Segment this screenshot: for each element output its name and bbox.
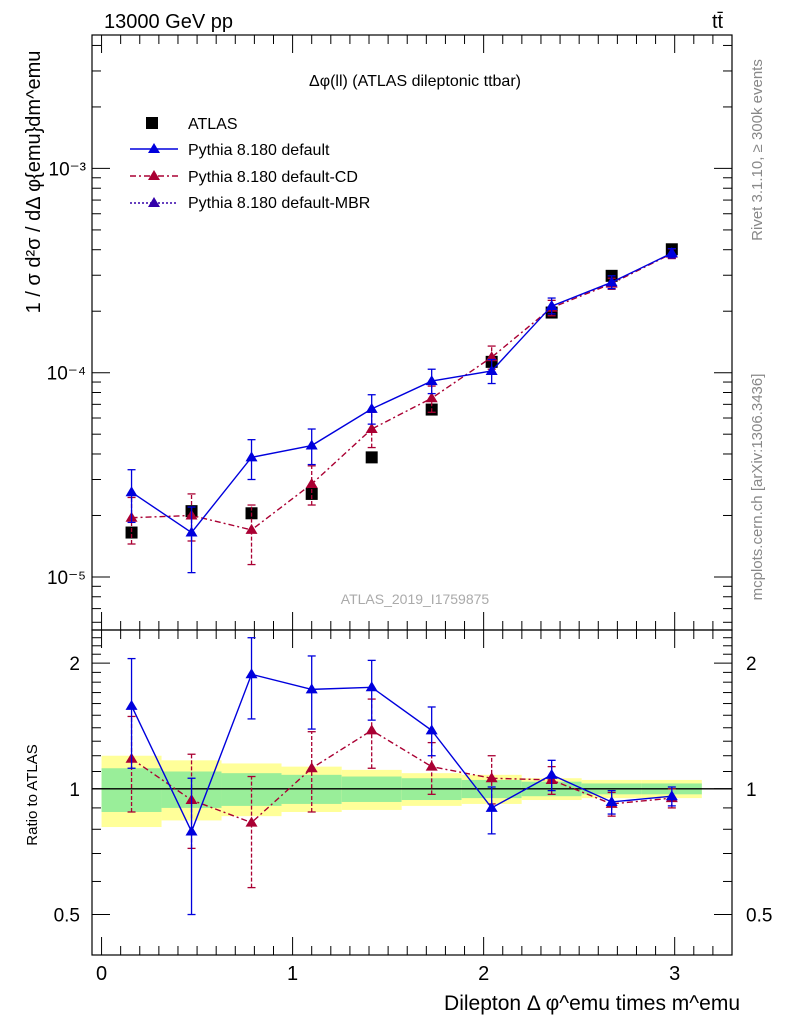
atlas-point (365, 451, 378, 464)
x-tick-label: 2 (478, 963, 489, 985)
ratio-cd-point (425, 760, 438, 771)
legend-marker-mbr (148, 197, 160, 207)
ratio-y-axis-title: Ratio to ATLAS (24, 744, 41, 845)
main-x-axis (101, 35, 714, 630)
ratio-y-tick-label-right: 0.5 (746, 906, 772, 927)
rivet-label: Rivet 3.1.10, ≥ 300k events (749, 59, 766, 241)
cd-point (365, 423, 378, 434)
y-axis-title: 1 / σ d²σ / dΔ φ{emu}dm^emu (23, 51, 45, 314)
legend-label-atlas: ATLAS (188, 116, 238, 133)
cd-point (485, 351, 498, 362)
ratio-default-point (245, 668, 258, 679)
main-panel: 10⁻⁵ 10⁻⁴ 10⁻³ Δφ(ll) (ATLAS dileptonic tt… (23, 34, 733, 631)
default-line (131, 252, 673, 534)
cd-point (425, 392, 438, 403)
ratio-cd-line (131, 729, 672, 824)
ratio-y-tick-label: 1 (69, 780, 80, 801)
cd-line (131, 252, 673, 531)
legend-marker-default (148, 143, 160, 153)
legend-label-mbr: Pythia 8.180 default-MBR (188, 195, 370, 212)
x-tick-label: 3 (669, 963, 680, 985)
legend-label-cd: Pythia 8.180 default-CD (188, 169, 358, 186)
y-tick-label: 10⁻⁴ (47, 364, 86, 385)
ratio-x-axis (101, 630, 714, 955)
ratio-default-point (545, 768, 558, 779)
x-tick-label: 0 (96, 963, 107, 985)
default-point (245, 451, 258, 462)
atlas-point (125, 526, 138, 539)
ratio-frame (91, 629, 733, 956)
ratio-y-tick-label: 2 (69, 654, 80, 675)
ratio-default-point (365, 681, 378, 692)
y-tick-label: 10⁻³ (49, 159, 87, 180)
process-label: tt̄ (712, 11, 724, 33)
ratio-default-point (185, 825, 198, 836)
source-label: mcplots.cern.ch [arXiv:1306.3436] (749, 374, 766, 601)
ratio-panel: 0.5 0.5 1 1 2 2 Ratio to ATLAS (24, 629, 772, 956)
default-point (545, 300, 558, 311)
ratio-cd-point (305, 762, 318, 773)
x-tick-labels: 0 1 2 3 (96, 963, 680, 985)
ratio-default-point (425, 724, 438, 735)
ratio-default-point (665, 790, 678, 801)
ratio-default-line (130, 673, 672, 834)
x-axis-title: Dilepton Δ φ^emu times m^emu (444, 992, 740, 1015)
atlas-point (305, 487, 318, 500)
main-data-marks (125, 243, 678, 574)
default-point (305, 439, 318, 450)
ratio-default-point (485, 801, 498, 812)
ratio-y-tick-label-right: 2 (746, 654, 757, 675)
ratio-y-tick-label: 0.5 (54, 906, 80, 927)
ratio-default-point (305, 683, 318, 694)
ratio-cd-point (245, 816, 258, 827)
default-point (185, 526, 198, 537)
ratio-cd-point (485, 772, 498, 783)
legend: ATLAS Pythia 8.180 default Pythia 8.180 … (130, 116, 370, 212)
x-tick-label: 1 (287, 963, 298, 985)
ratio-y-axis: 0.5 0.5 1 1 2 2 (54, 637, 772, 956)
cd-point (305, 478, 318, 489)
default-point (605, 276, 618, 287)
ratio-default-point (125, 699, 138, 710)
legend-marker-cd (148, 170, 160, 180)
ratio-data-marks (125, 637, 678, 916)
default-point (485, 364, 498, 375)
default-point (665, 247, 678, 258)
legend-marker-atlas (146, 117, 158, 129)
ratio-default-point (605, 795, 618, 806)
main-y-axis: 10⁻⁵ 10⁻⁴ 10⁻³ (47, 44, 732, 623)
default-point (125, 486, 138, 497)
watermark: ATLAS_2019_I1759875 (341, 591, 490, 607)
default-point (425, 375, 438, 386)
ratio-y-tick-label-right: 1 (746, 780, 757, 801)
cd-point (245, 523, 258, 534)
default-point (365, 402, 378, 413)
energy-label: 13000 GeV pp (104, 11, 233, 33)
ratio-cd-point (365, 724, 378, 735)
chart-title: Δφ(ll) (ATLAS dileptonic ttbar) (309, 73, 521, 90)
y-tick-label: 10⁻⁵ (47, 568, 86, 589)
legend-label-default: Pythia 8.180 default (188, 142, 330, 159)
